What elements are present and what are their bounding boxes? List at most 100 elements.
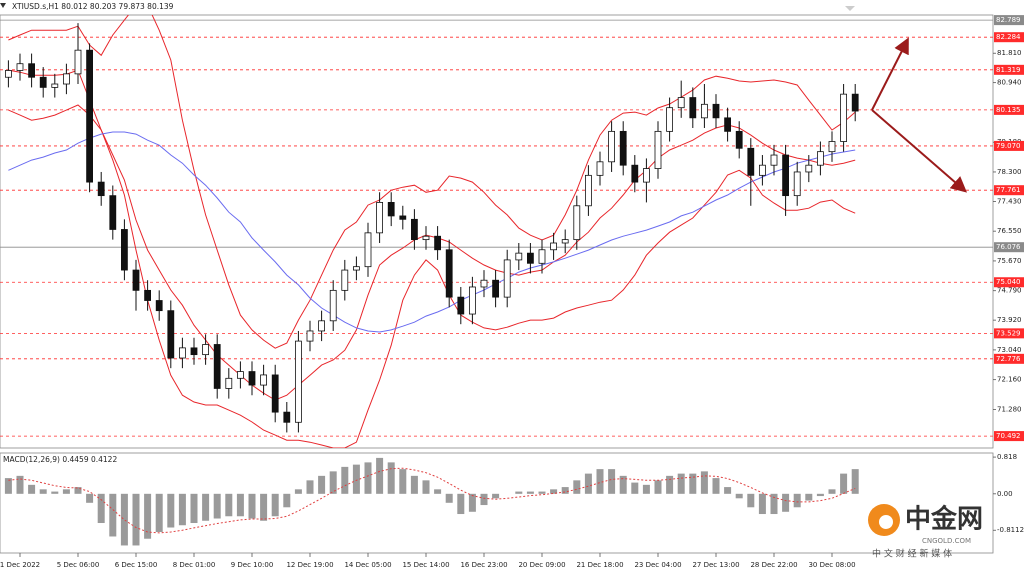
macd-title: MACD(12,26,9) 0.4459 0.4122 xyxy=(3,455,117,464)
macd-bar xyxy=(260,493,268,521)
macd-bar xyxy=(341,466,349,494)
axes: 81.81080.94079.18078.30077.43076.55075.6… xyxy=(0,15,1024,569)
arrow-up xyxy=(871,37,909,111)
macd-bar xyxy=(28,484,36,494)
macd-bar xyxy=(16,475,24,494)
y-tick-label: 77.430 xyxy=(997,197,1022,205)
candle-body xyxy=(770,154,778,166)
macd-plot xyxy=(4,457,859,546)
macd-bar xyxy=(190,493,198,524)
candle-body xyxy=(468,286,476,315)
candle-body xyxy=(701,103,708,119)
candle-body xyxy=(271,374,279,413)
overlay-line xyxy=(8,104,856,448)
overlay-line xyxy=(8,131,856,333)
macd-bar xyxy=(445,493,453,503)
candle-body xyxy=(840,93,847,142)
x-tick-label: 1 Dec 2022 xyxy=(0,561,40,569)
candle-body xyxy=(236,371,244,379)
candle-body xyxy=(74,49,82,75)
macd-bar xyxy=(97,493,105,524)
macd-bar xyxy=(550,489,558,494)
menu-arrow xyxy=(0,3,6,8)
candle-body xyxy=(538,249,546,264)
candle-body xyxy=(16,63,24,71)
macd-bar xyxy=(144,493,152,539)
candle-body xyxy=(712,103,720,119)
site: CNGOLD.COM xyxy=(922,537,971,545)
x-tick-label: 12 Dec 19:00 xyxy=(286,561,333,569)
macd-bar xyxy=(619,475,627,494)
x-tick-label: 15 Dec 14:00 xyxy=(402,561,449,569)
level-label-box xyxy=(994,431,1024,442)
macd-bar xyxy=(352,464,360,494)
level-label-box xyxy=(994,185,1024,196)
macd-bar xyxy=(329,471,337,494)
y-tick-label: 73.920 xyxy=(997,316,1022,324)
candle-body xyxy=(387,202,395,217)
candle-body xyxy=(561,239,569,244)
macd-bar xyxy=(457,493,465,515)
macd-bar xyxy=(167,493,175,528)
candle-body xyxy=(260,374,268,386)
macd-bar xyxy=(306,480,314,494)
level-label-box xyxy=(994,15,1024,26)
level-label: 70.492 xyxy=(996,432,1021,440)
candle-body xyxy=(28,63,36,78)
candle-body xyxy=(805,164,813,173)
level-label: 76.076 xyxy=(996,243,1021,251)
candle-body xyxy=(782,154,789,197)
macd-bar xyxy=(364,462,372,494)
candle-body xyxy=(51,83,59,88)
level-label-box xyxy=(994,242,1024,253)
x-tick-label: 16 Dec 23:00 xyxy=(460,561,507,569)
x-tick-label: 5 Dec 06:00 xyxy=(57,561,100,569)
candle-body xyxy=(39,76,47,88)
macd-bar xyxy=(4,478,12,494)
macd-bar xyxy=(109,493,117,537)
macd-bar xyxy=(39,489,47,494)
x-tick-label: 23 Dec 04:00 xyxy=(634,561,681,569)
candle-body xyxy=(318,320,326,332)
candle-body xyxy=(689,97,697,119)
macd-bar xyxy=(399,469,407,494)
y-tick-label: 74.790 xyxy=(997,287,1022,295)
candle-body xyxy=(492,279,500,298)
macd-bar xyxy=(492,493,500,499)
chart-title: XTIUSD.s,H1 80.012 80.203 79.873 80.139 xyxy=(12,2,174,11)
candle-body xyxy=(178,347,186,359)
level-label-box xyxy=(994,328,1024,339)
candle-body xyxy=(213,344,221,389)
level-label: 72.776 xyxy=(996,355,1021,363)
macd-bar xyxy=(422,480,430,494)
macd-bar xyxy=(851,469,859,494)
candle-body xyxy=(735,130,743,149)
arrow-down xyxy=(871,109,968,193)
y-tick-label: 0.818 xyxy=(997,453,1017,461)
macd-bar xyxy=(782,493,790,512)
main-panel-frame xyxy=(0,14,994,449)
macd-bar xyxy=(283,493,291,508)
x-tick-label: 28 Dec 22:00 xyxy=(750,561,797,569)
overlay-line xyxy=(8,69,856,401)
signal-line xyxy=(8,467,856,534)
macd-bar xyxy=(561,487,569,494)
macd-bar xyxy=(120,493,128,546)
level-label: 80.135 xyxy=(996,106,1021,114)
candle-body xyxy=(225,377,233,389)
macd-bar xyxy=(828,489,836,494)
candle-body xyxy=(503,259,511,298)
macd-bar xyxy=(608,469,616,494)
macd-bar xyxy=(793,493,801,508)
x-tick-label: 14 Dec 05:00 xyxy=(344,561,391,569)
macd-bar xyxy=(596,469,604,494)
candle-body xyxy=(202,344,210,356)
macd-bar xyxy=(816,493,824,497)
candle-body xyxy=(445,249,453,298)
macd-bar xyxy=(294,489,302,494)
candle-body xyxy=(109,195,117,230)
candle-body xyxy=(306,330,314,342)
candle-body xyxy=(329,289,337,322)
macd-bar xyxy=(132,493,140,546)
